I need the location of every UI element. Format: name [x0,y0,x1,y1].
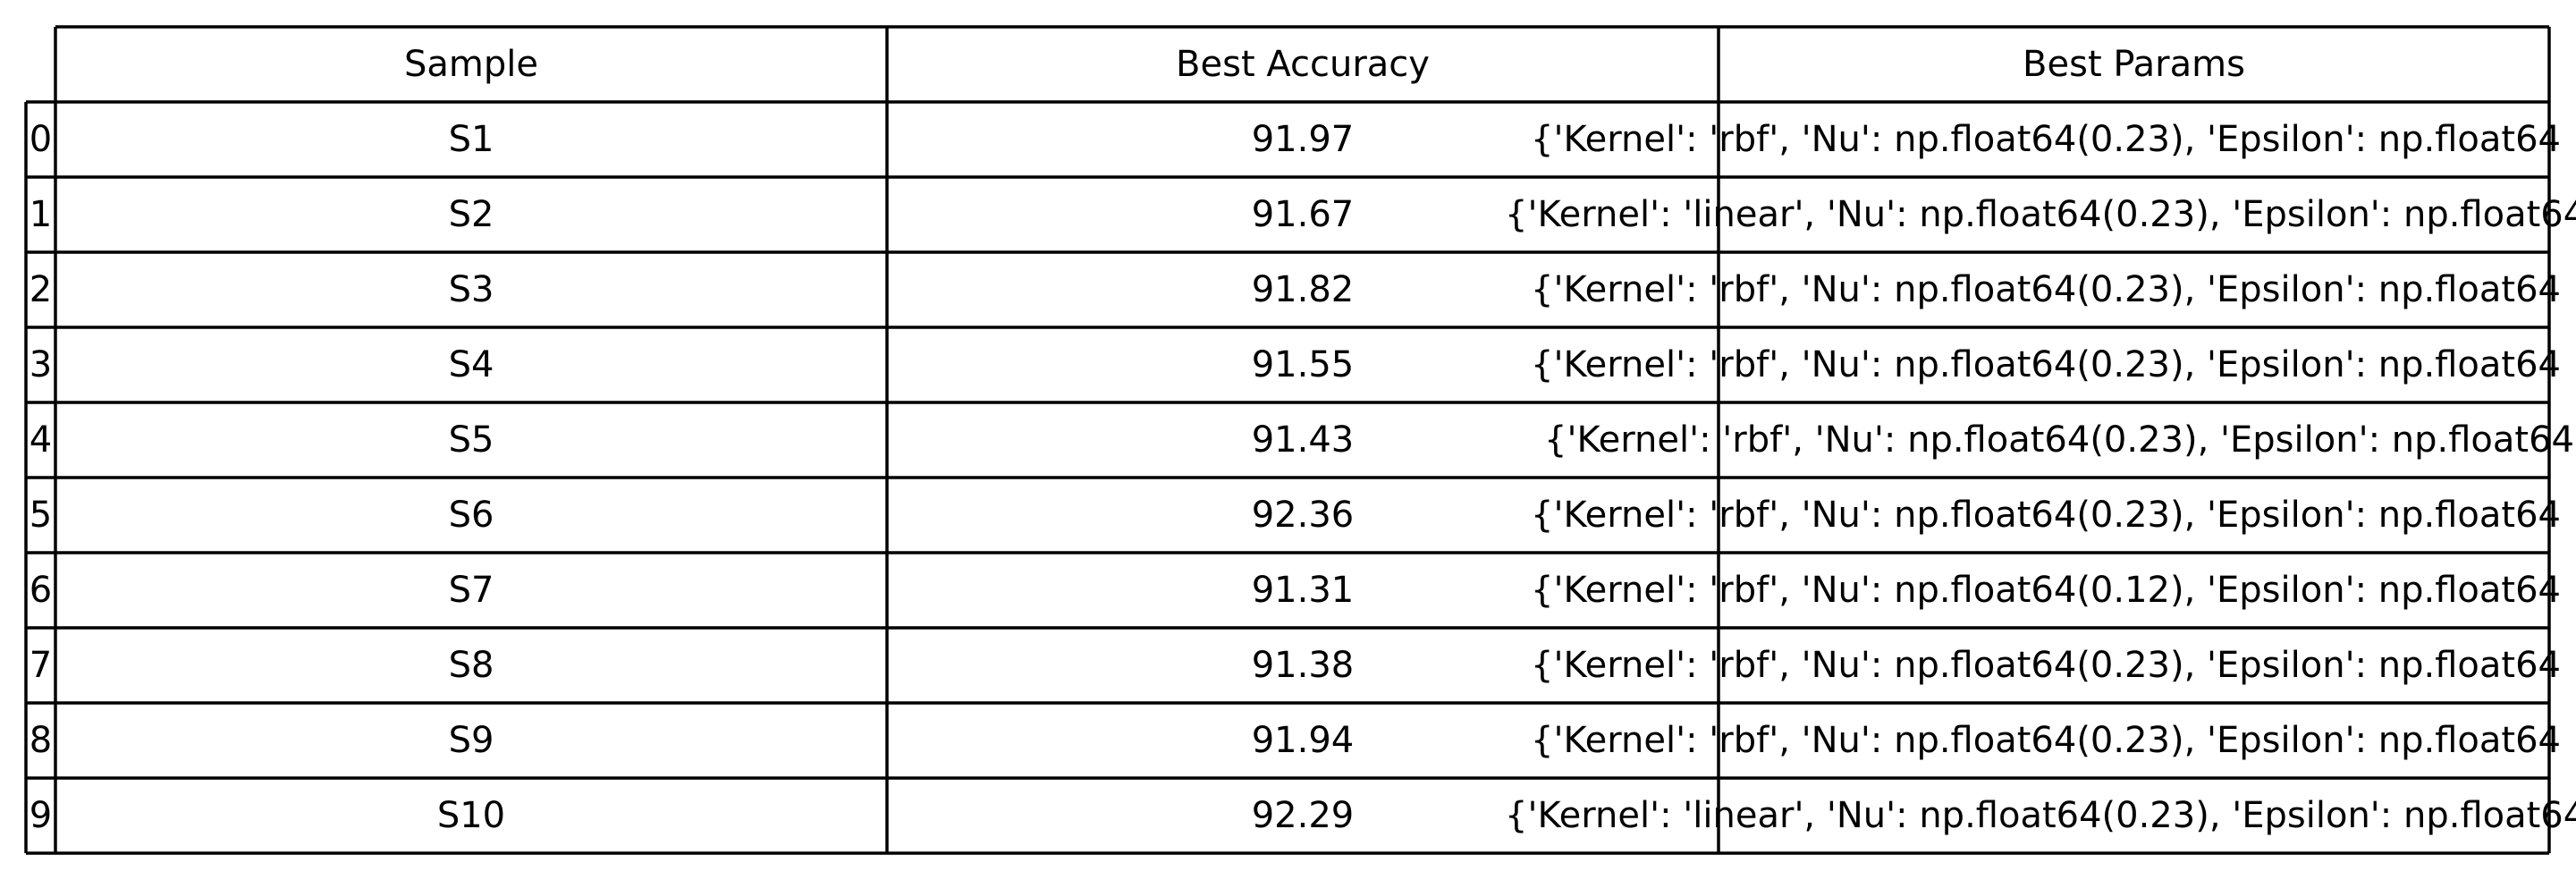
row-index: 0 [30,119,52,160]
row-index: 8 [30,720,52,761]
cell-best-accuracy: 91.67 [1252,194,1355,235]
row-index: 5 [30,495,52,536]
cell-best-params: {'Kernel': 'rbf', 'Nu': np.float64(0.23)… [1531,720,2561,761]
cell-sample: S3 [449,269,494,310]
row-index: 9 [30,795,52,836]
cell-best-accuracy: 91.38 [1252,645,1355,686]
cell-sample: S10 [437,795,505,836]
row-index: 3 [30,344,52,385]
cell-best-accuracy: 91.82 [1252,269,1355,310]
header-best-params: Best Params [2023,44,2245,85]
cell-best-accuracy: 91.55 [1252,344,1355,385]
row-index: 6 [30,570,52,611]
cell-best-params: {'Kernel': 'rbf', 'Nu': np.float64(0.23)… [1531,645,2561,686]
cell-best-accuracy: 91.97 [1252,119,1355,160]
cell-best-params: {'Kernel': 'rbf', 'Nu': np.float64(0.23)… [1531,344,2561,385]
cell-best-accuracy: 91.43 [1252,419,1355,461]
row-index: 7 [30,645,52,686]
cell-best-params: {'Kernel': 'rbf', 'Nu': np.float64(0.23)… [1531,269,2561,310]
cell-sample: S5 [449,419,494,461]
row-index: 2 [30,269,52,310]
cell-sample: S9 [449,720,494,761]
cell-best-params: {'Kernel': 'rbf', 'Nu': np.float64(0.23)… [1531,495,2561,536]
cell-best-accuracy: 92.29 [1252,795,1355,836]
cell-best-params: {'Kernel': 'rbf', 'Nu': np.float64(0.23)… [1531,119,2561,160]
cell-best-params: {'Kernel': 'rbf', 'Nu': np.float64(0.12)… [1531,570,2561,611]
cell-best-accuracy: 91.94 [1252,720,1355,761]
cell-sample: S2 [449,194,494,235]
cell-sample: S7 [449,570,494,611]
cell-sample: S6 [449,495,494,536]
cell-best-accuracy: 92.36 [1252,495,1355,536]
cell-sample: S1 [449,119,494,160]
row-index: 1 [30,194,52,235]
header-sample: Sample [404,44,538,85]
cell-sample: S8 [449,645,494,686]
row-index: 4 [30,419,52,461]
header-best-accuracy: Best Accuracy [1176,44,1430,85]
cell-best-params: {'Kernel': 'linear', 'Nu': np.float64(0.… [1505,795,2576,836]
cell-best-params: {'Kernel': 'linear', 'Nu': np.float64(0.… [1505,194,2576,235]
cell-sample: S4 [449,344,494,385]
cell-best-accuracy: 91.31 [1252,570,1355,611]
cell-best-params: {'Kernel': 'rbf', 'Nu': np.float64(0.23)… [1544,419,2574,461]
